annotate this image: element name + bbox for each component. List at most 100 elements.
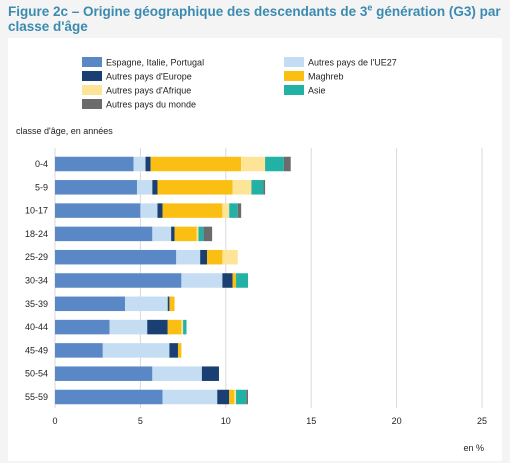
bar-segment-45-49-autres-pays-de-l-ue27 xyxy=(102,343,170,358)
bar-segment-0-4-maghreb xyxy=(150,156,242,172)
bar-segment-50-54-espagne-italie-portugal xyxy=(55,366,153,381)
y-tick-labels: 0-4 5-9 10-17 18-24 25-29 30-34 35-39 40-44 45-4… xyxy=(25,159,48,402)
bar-segment-45-49-autres-pays-d-europe xyxy=(169,343,178,358)
legend-label-maghreb: Maghreb xyxy=(308,72,344,82)
bar-segment-40-44-asie xyxy=(183,319,187,335)
legend-label-asie: Asie xyxy=(308,86,326,96)
y-tick-label-0-4: 0-4 xyxy=(35,159,48,169)
chart-panel: Espagne, Italie, Portugal Autres pays d'E… xyxy=(8,38,502,461)
bar-segment-40-44-autres-pays-d-europe xyxy=(147,319,168,335)
legend-label-autres-pays-de-l-ue27: Autres pays de l'UE27 xyxy=(308,58,397,68)
x-tick-label-20: 20 xyxy=(392,416,402,426)
legend: Espagne, Italie, Portugal Autres pays d'E… xyxy=(82,57,397,110)
bar-segment-10-17-autres-pays-d-afrique xyxy=(222,203,230,218)
legend-label-autres-pays-du-monde: Autres pays du monde xyxy=(106,100,196,110)
bar-segment-40-44-autres-pays-de-l-ue27 xyxy=(109,319,148,335)
bar-segment-10-17-autres-pays-de-l-ue27 xyxy=(140,203,158,218)
y-tick-label-25-29: 25-29 xyxy=(25,252,48,262)
bar-segment-5-9-maghreb xyxy=(157,180,233,195)
bar-segment-25-29-autres-pays-de-l-ue27 xyxy=(176,249,201,265)
bar-segment-5-9-autres-pays-du-monde xyxy=(263,180,266,195)
bar-segment-30-34-asie xyxy=(236,273,249,288)
bar-segment-18-24-autres-pays-de-l-ue27 xyxy=(152,226,172,242)
legend-swatch-autres-pays-d-afrique xyxy=(82,85,102,95)
chart-title: Figure 2c – Origine géographique des des… xyxy=(8,2,502,34)
bar-segment-10-17-maghreb xyxy=(162,203,223,218)
bar-segment-18-24-asie xyxy=(198,226,204,242)
x-tick-label-0: 0 xyxy=(52,416,57,426)
bar-segment-18-24-autres-pays-d-europe xyxy=(171,226,175,242)
bar-segment-30-34-autres-pays-d-europe xyxy=(222,273,233,288)
y-tick-label-10-17: 10-17 xyxy=(25,206,48,216)
bar-segment-55-59-autres-pays-de-l-ue27 xyxy=(162,389,218,405)
bar-segment-55-59-espagne-italie-portugal xyxy=(55,389,163,405)
bar-segment-40-44-espagne-italie-portugal xyxy=(55,319,110,335)
legend-label-autres-pays-d-afrique: Autres pays d'Afrique xyxy=(106,86,191,96)
bar-segment-40-44-autres-pays-d-afrique xyxy=(181,319,184,335)
bar-segment-35-39-autres-pays-d-europe xyxy=(167,296,170,312)
bar-segment-45-49-maghreb xyxy=(177,343,182,358)
bar-segment-30-34-espagne-italie-portugal xyxy=(55,273,182,288)
bar-segment-35-39-espagne-italie-portugal xyxy=(55,296,126,312)
y-tick-label-40-44: 40-44 xyxy=(25,322,48,332)
bar-segment-55-59-maghreb xyxy=(229,389,235,405)
bar-segment-5-9-espagne-italie-portugal xyxy=(55,180,137,195)
legend-swatch-maghreb xyxy=(284,71,304,81)
bar-segment-18-24-autres-pays-d-afrique xyxy=(196,226,199,242)
bar-segment-0-4-espagne-italie-portugal xyxy=(55,156,134,172)
legend-swatch-asie xyxy=(284,85,304,95)
y-tick-label-50-54: 50-54 xyxy=(25,369,48,379)
bar-segment-18-24-espagne-italie-portugal xyxy=(55,226,153,242)
bar-segment-40-44-maghreb xyxy=(167,319,182,335)
legend-label-autres-pays-d-europe: Autres pays d'Europe xyxy=(106,72,192,82)
x-tick-label-10: 10 xyxy=(221,416,231,426)
stacked-bar-chart: Espagne, Italie, Portugal Autres pays d'E… xyxy=(16,57,487,453)
bar-segment-50-54-autres-pays-d-europe xyxy=(201,366,219,381)
bar-segment-0-4-autres-pays-du-monde xyxy=(283,156,291,172)
x-tick-label-5: 5 xyxy=(138,416,143,426)
bar-segment-10-17-autres-pays-du-monde xyxy=(237,203,242,218)
bar-segment-5-9-autres-pays-de-l-ue27 xyxy=(136,180,153,195)
bar-segment-55-59-autres-pays-du-monde xyxy=(246,389,249,405)
bar-segment-25-29-espagne-italie-portugal xyxy=(55,249,177,265)
chart-title-suffix: génération (G3) par classe d'âge xyxy=(8,4,501,34)
bar-segment-30-34-autres-pays-de-l-ue27 xyxy=(181,273,223,288)
bar-segment-10-17-asie xyxy=(229,203,238,218)
bar-segment-0-4-autres-pays-de-l-ue27 xyxy=(133,156,146,172)
bar-segment-0-4-autres-pays-d-afrique xyxy=(241,156,266,172)
bar-segment-0-4-asie xyxy=(265,156,284,172)
bar-segment-35-39-autres-pays-de-l-ue27 xyxy=(125,296,168,312)
bar-segment-50-54-autres-pays-de-l-ue27 xyxy=(152,366,202,381)
x-tick-label-15: 15 xyxy=(306,416,316,426)
legend-swatch-autres-pays-du-monde xyxy=(82,99,102,109)
y-tick-label-45-49: 45-49 xyxy=(25,345,48,355)
y-axis-title: classe d'âge, en années xyxy=(16,126,113,136)
y-tick-label-55-59: 55-59 xyxy=(25,392,48,402)
bar-segment-18-24-autres-pays-du-monde xyxy=(203,226,213,242)
legend-swatch-autres-pays-d-europe xyxy=(82,71,102,81)
bar-segment-5-9-autres-pays-d-afrique xyxy=(232,180,252,195)
bar-segment-55-59-asie xyxy=(236,389,247,405)
bar-segment-35-39-maghreb xyxy=(169,296,175,312)
legend-swatch-espagne-italie-portugal xyxy=(82,57,102,67)
bar-segment-10-17-espagne-italie-portugal xyxy=(55,203,141,218)
bar-segment-55-59-autres-pays-d-europe xyxy=(217,389,230,405)
bar-segment-55-59-autres-pays-d-afrique xyxy=(234,389,237,405)
bars xyxy=(55,156,291,405)
y-tick-label-18-24: 18-24 xyxy=(25,229,48,239)
x-tick-label-25: 25 xyxy=(477,416,487,426)
chart-title-prefix: Figure 2c – Origine géographique des des… xyxy=(8,4,368,19)
bar-segment-30-34-maghreb xyxy=(232,273,237,288)
bar-segment-10-17-autres-pays-d-europe xyxy=(157,203,163,218)
bar-segment-0-4-autres-pays-d-europe xyxy=(145,156,151,172)
bar-segment-18-24-maghreb xyxy=(174,226,197,242)
x-axis-title: en % xyxy=(463,443,484,453)
bar-segment-45-49-espagne-italie-portugal xyxy=(55,343,103,358)
bar-segment-25-29-autres-pays-d-europe xyxy=(200,249,208,265)
bar-segment-5-9-asie xyxy=(251,180,264,195)
legend-swatch-autres-pays-de-l-ue27 xyxy=(284,57,304,67)
legend-label-espagne-italie-portugal: Espagne, Italie, Portugal xyxy=(106,58,204,68)
bar-segment-25-29-maghreb xyxy=(207,249,223,265)
y-tick-label-5-9: 5-9 xyxy=(35,182,48,192)
chart-title-sup: e xyxy=(367,2,373,13)
